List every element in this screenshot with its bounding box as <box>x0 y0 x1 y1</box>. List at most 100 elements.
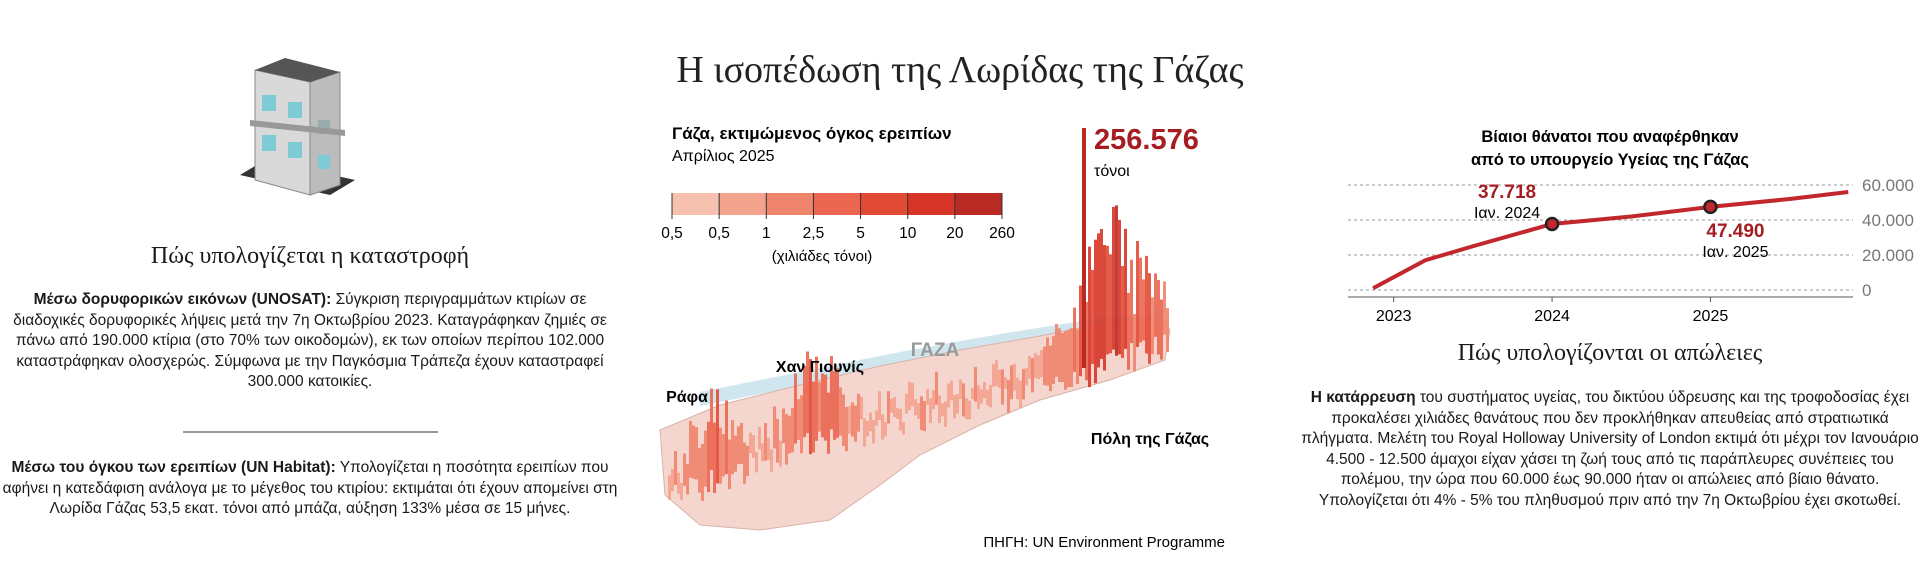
place-label: ΓΑΖΑ <box>911 340 960 361</box>
map-spike <box>911 382 914 407</box>
legend-label: 20 <box>946 225 964 242</box>
body: του συστήματος υγείας, του δικτύου ύδρευ… <box>1301 389 1919 509</box>
legend-swatch <box>813 193 861 215</box>
right-heading: Πώς υπολογίζονται οι απώλειες <box>1457 340 1763 366</box>
map-spike <box>761 443 764 462</box>
map-spike <box>1166 308 1169 352</box>
map-spike <box>887 391 890 424</box>
map-spike <box>1013 363 1016 391</box>
map-spike <box>1070 328 1073 388</box>
map-spike <box>848 406 851 434</box>
map-spike <box>1043 346 1046 386</box>
marker <box>1703 199 1718 215</box>
map-spike <box>854 405 857 442</box>
map-spike <box>899 409 902 431</box>
place-label: Ράφα <box>666 389 708 406</box>
map-spike <box>965 398 968 420</box>
map-spike <box>800 395 803 454</box>
map-spike <box>890 398 893 413</box>
map-spike <box>866 420 869 437</box>
legend-label: 260 <box>989 225 1015 242</box>
map-spike <box>1064 331 1067 390</box>
peak-spike <box>1082 128 1086 368</box>
map-spike <box>1079 285 1082 377</box>
map-spike <box>1157 280 1160 355</box>
map-spike <box>824 374 827 441</box>
map-spike <box>1139 257 1142 343</box>
point-note: Ιαν. 2025 <box>1702 244 1768 261</box>
map-spike <box>872 420 875 444</box>
map-spike <box>1100 229 1103 359</box>
line-chart: 0 20.000 40.000 60.000 2023 2024 2025 37.718 Ιαν… <box>1348 176 1914 325</box>
map-spike <box>692 425 695 479</box>
map-spike <box>1124 228 1127 349</box>
map-spike <box>962 383 965 417</box>
map-spike <box>1112 206 1115 350</box>
map-spike <box>821 373 824 438</box>
map-spike <box>695 427 698 480</box>
map-spike <box>1160 299 1163 360</box>
map-spike <box>1130 259 1133 344</box>
map-spike <box>1103 245 1106 371</box>
map-spike <box>698 448 701 493</box>
map-spike <box>1091 269 1094 364</box>
map-spike <box>830 355 833 430</box>
chart-title: από το υπουργείο Υγείας της Γάζας <box>1471 151 1749 169</box>
left-heading: Πώς υπολογίζεται η καταστροφή <box>150 243 470 269</box>
y-tick-label: 40.000 <box>1862 211 1914 230</box>
map-spike <box>1019 380 1022 409</box>
map-spike <box>716 389 719 484</box>
map-spike <box>836 368 839 438</box>
place-label: Πόλη της Γάζας <box>1091 431 1209 448</box>
map-spike <box>719 427 722 484</box>
x-tick-label: 2024 <box>1534 308 1570 325</box>
map-spike <box>845 406 848 452</box>
map-spike <box>986 389 989 406</box>
value-label: 47.490 <box>1706 221 1764 242</box>
map-spike <box>1031 357 1034 393</box>
map-spike <box>833 371 836 440</box>
map-spike <box>707 421 710 493</box>
map-spike <box>794 373 797 444</box>
legend-unit: (χιλιάδες τόνοι) <box>772 248 873 265</box>
map-spike <box>935 371 938 405</box>
map-spike <box>1028 355 1031 379</box>
map-spike <box>671 469 674 492</box>
map-spike <box>797 399 800 440</box>
map-spike <box>668 475 671 500</box>
map-spike <box>929 398 932 424</box>
map-spike <box>710 388 713 471</box>
map-spike <box>878 391 881 421</box>
map-spike <box>875 410 878 426</box>
place-label: Χαν Γιουνίς <box>776 359 864 376</box>
map-spike <box>1136 240 1139 347</box>
map-spike <box>758 427 761 450</box>
main-title: Η ισοπέδωση της Λωρίδας της Γάζας <box>676 49 1243 91</box>
legend-swatch <box>954 193 1002 215</box>
map-title: Γάζα, εκτιμώμενος όγκος ερειπίων <box>672 124 952 143</box>
point-note: Ιαν. 2024 <box>1474 205 1540 222</box>
marker <box>1544 216 1560 232</box>
map-spike <box>1106 245 1109 355</box>
map-spike <box>989 384 992 408</box>
map-spike <box>1151 297 1154 355</box>
map-spike <box>1154 273 1157 337</box>
map-spike <box>746 445 749 477</box>
map-spike <box>809 359 812 455</box>
map-spike <box>1073 307 1076 372</box>
map-spike <box>1040 349 1043 378</box>
map-spike <box>1049 345 1052 392</box>
map-spike <box>674 451 677 485</box>
legend-label: 5 <box>856 225 865 242</box>
legend-swatch <box>907 193 955 215</box>
left-paragraph: Μέσω του όγκου των ερειπίων (UN Habitat)… <box>2 458 618 520</box>
map-spike <box>1016 377 1019 400</box>
map-spike <box>842 394 845 446</box>
map-spike <box>923 401 926 432</box>
map-spike <box>752 435 755 458</box>
map-spike <box>1067 329 1070 388</box>
map-spike <box>764 423 767 461</box>
legend-label: 2,5 <box>803 225 825 242</box>
y-tick-label: 20.000 <box>1862 246 1914 265</box>
map-spike <box>1034 353 1037 379</box>
